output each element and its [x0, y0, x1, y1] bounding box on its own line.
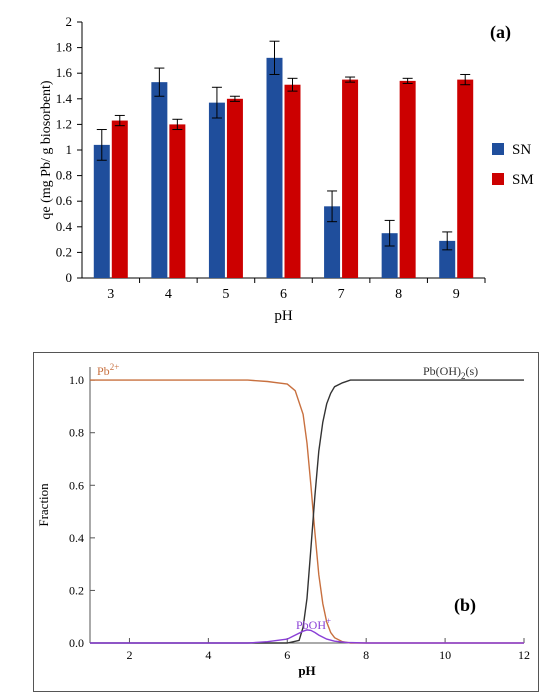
y-tick-label: 0.6 — [56, 193, 73, 208]
series-label-pboh: PbOH+ — [296, 616, 331, 632]
y-axis-label: Fraction — [36, 483, 51, 527]
bar-sn — [93, 144, 110, 278]
y-tick-label: 0.2 — [56, 244, 72, 259]
x-tick-label: 4 — [205, 648, 211, 662]
bar-sn — [381, 233, 398, 278]
y-tick-label: 0.2 — [69, 583, 84, 597]
legend-swatch-sm — [492, 173, 504, 185]
x-tick-label: 2 — [126, 648, 132, 662]
y-axis-label: qe (mg Pb/ g biosorbent) — [39, 80, 54, 220]
y-tick-label: 1.8 — [56, 40, 72, 55]
bar-sm — [399, 80, 416, 278]
bar-sm — [457, 79, 474, 278]
y-tick-label: 1.6 — [56, 65, 73, 80]
x-tick-label: 6 — [284, 648, 290, 662]
bar-sm — [226, 98, 243, 278]
panel-label: (b) — [454, 595, 476, 616]
y-tick-label: 0.8 — [69, 426, 84, 440]
x-tick-label: 6 — [280, 287, 287, 302]
line-chart: 0.0 0.2 0.4 0.6 0.8 1.0 2 4 6 8 10 12 pH Fraction Pb2+… — [36, 362, 530, 678]
x-axis-label: pH — [298, 663, 315, 678]
legend-label-sm: SM — [512, 172, 534, 188]
bar-sn — [324, 206, 341, 278]
bar-sn — [208, 102, 225, 278]
bar-sm — [342, 79, 359, 278]
x-tick-label: 12 — [518, 648, 530, 662]
y-tick-label: 1 — [66, 142, 73, 157]
legend-swatch-sn — [492, 143, 504, 155]
y-tick-label: 0.4 — [69, 531, 84, 545]
y-tick-label: 1.4 — [56, 91, 73, 106]
panel-label: (a) — [490, 22, 511, 43]
series-line-1 — [90, 379, 524, 644]
x-tick-label: 9 — [453, 287, 460, 302]
line-chart-panel: 0.0 0.2 0.4 0.6 0.8 1.0 2 4 6 8 10 12 pH Fraction Pb2+… — [33, 352, 539, 692]
series-label-pb2: Pb2+ — [97, 362, 119, 378]
x-tick-label: 3 — [107, 287, 114, 302]
x-axis-label: pH — [274, 308, 293, 324]
x-tick-label: 10 — [439, 648, 451, 662]
bar-sm — [111, 120, 128, 278]
y-tick-label: 0.6 — [69, 478, 84, 492]
y-tick-label: 0.4 — [56, 219, 73, 234]
y-tick-label: 1.2 — [56, 116, 72, 131]
x-tick-label: 7 — [338, 287, 345, 302]
x-tick-label: 8 — [395, 287, 402, 302]
bar-sn — [266, 57, 283, 279]
bar-sn — [151, 82, 168, 278]
x-tick-label: 8 — [363, 648, 369, 662]
bar-chart-panel: 0 0.2 0.4 0.6 0.8 1 1.2 1.4 1.6 1.8 2 3 4 5 6 7 8 9 pH qe (… — [0, 0, 550, 340]
y-tick-label: 1.0 — [69, 373, 84, 387]
y-tick-label: 2 — [66, 14, 73, 29]
y-tick-label: 0.0 — [69, 636, 84, 650]
x-tick-label: 4 — [165, 287, 172, 302]
bar-sm — [169, 124, 186, 279]
y-tick-label: 0 — [66, 270, 73, 285]
x-tick-label: 5 — [222, 287, 229, 302]
series-label-pboh2: Pb(OH)2(s) — [423, 364, 478, 381]
y-tick-label: 0.8 — [56, 168, 72, 183]
series-line-2 — [90, 629, 524, 644]
legend-label-sn: SN — [512, 142, 531, 158]
bar-chart: 0 0.2 0.4 0.6 0.8 1 1.2 1.4 1.6 1.8 2 3 4 5 6 7 8 9 pH qe (… — [39, 14, 534, 324]
bar-sm — [284, 84, 301, 278]
